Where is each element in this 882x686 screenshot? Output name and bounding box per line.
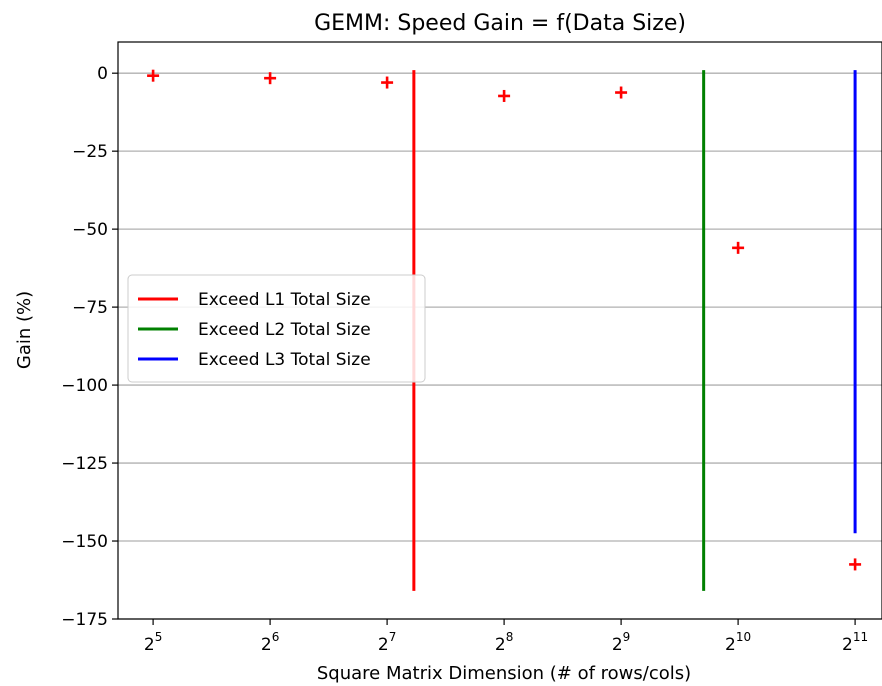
x-tick-power: 5 xyxy=(155,630,163,644)
x-tick-base: 2 xyxy=(378,635,389,655)
legend: Exceed L1 Total Size Exceed L2 Total Size… xyxy=(127,274,426,383)
x-tick-base: 2 xyxy=(842,635,853,655)
x-tick-power: 8 xyxy=(506,630,514,644)
x-axis: 25 26 27 28 29 210 211 xyxy=(144,619,868,655)
x-axis-label: Square Matrix Dimension (# of rows/cols) xyxy=(317,663,691,684)
y-tick-label: −125 xyxy=(61,454,108,474)
x-tick-label: 211 xyxy=(842,630,868,655)
x-tick-label: 27 xyxy=(378,630,396,655)
data-point xyxy=(147,69,160,82)
data-point xyxy=(264,72,277,85)
x-tick-power: 9 xyxy=(623,630,631,644)
x-tick-base: 2 xyxy=(725,635,736,655)
y-tick-label: −150 xyxy=(61,532,108,552)
x-tick-base: 2 xyxy=(144,635,155,655)
x-tick-base: 2 xyxy=(612,635,623,655)
data-point xyxy=(615,86,628,99)
x-tick-power: 10 xyxy=(736,630,751,644)
y-tick-label: 0 xyxy=(97,64,108,84)
data-point xyxy=(498,89,511,102)
y-tick-label: −50 xyxy=(72,220,108,240)
x-tick-label: 26 xyxy=(261,630,279,655)
chart-title: GEMM: Speed Gain = f(Data Size) xyxy=(314,11,686,36)
plot-frame xyxy=(117,41,882,620)
y-tick-label: −100 xyxy=(61,376,108,396)
x-tick-power: 11 xyxy=(853,630,868,644)
legend-label: Exceed L2 Total Size xyxy=(198,320,371,340)
data-point xyxy=(732,241,745,254)
x-tick-label: 25 xyxy=(144,630,162,655)
y-tick-label: −75 xyxy=(72,298,108,318)
x-tick-power: 6 xyxy=(272,630,280,644)
legend-frame xyxy=(127,274,426,383)
data-point xyxy=(381,76,394,89)
legend-label: Exceed L3 Total Size xyxy=(198,350,371,370)
legend-label: Exceed L1 Total Size xyxy=(198,290,371,310)
x-tick-label: 29 xyxy=(612,630,630,655)
x-tick-label: 210 xyxy=(725,630,751,655)
data-point xyxy=(849,558,862,571)
point-layer xyxy=(147,69,862,571)
x-tick-base: 2 xyxy=(261,635,272,655)
y-axis-label: Gain (%) xyxy=(14,291,35,369)
y-tick-label: −175 xyxy=(61,610,108,630)
y-tick-label: −25 xyxy=(72,142,108,162)
x-tick-power: 7 xyxy=(389,630,397,644)
x-tick-base: 2 xyxy=(495,635,506,655)
x-tick-label: 28 xyxy=(495,630,513,655)
y-axis: 0 −25 −50 −75 −100 −125 −150 −175 xyxy=(61,64,118,630)
